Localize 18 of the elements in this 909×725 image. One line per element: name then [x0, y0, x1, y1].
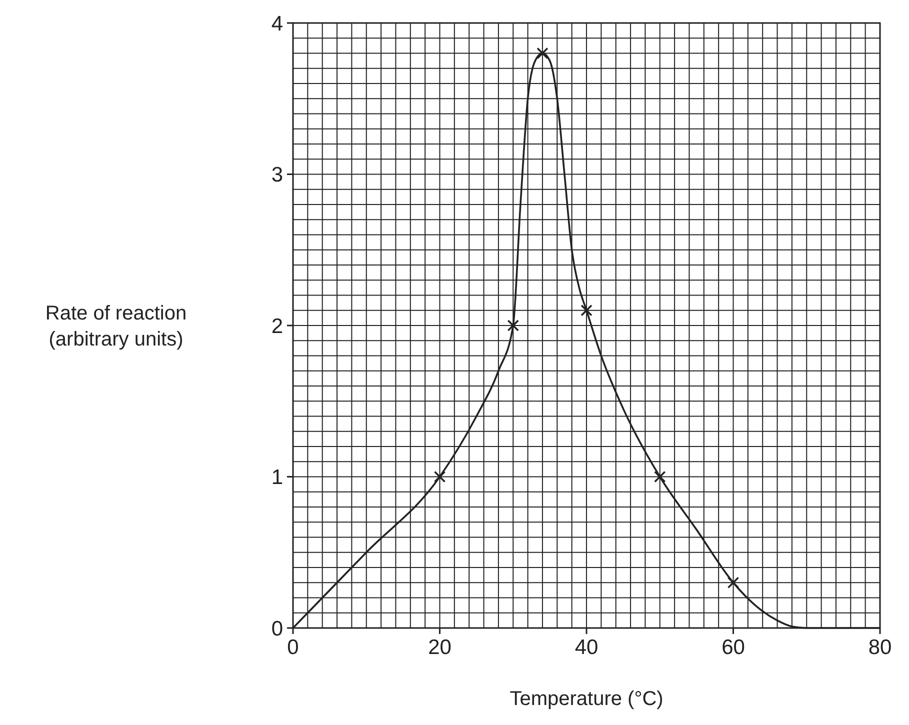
y-tick-label: 0: [271, 617, 283, 640]
y-tick-label: 4: [271, 12, 284, 36]
y-tick-label: 1: [271, 466, 283, 490]
x-tick-label: 20: [428, 636, 452, 659]
point: [727, 576, 740, 589]
y-axis-title: Rate of reaction (arbitrary units): [45, 302, 187, 350]
y-tick-label: 3: [271, 164, 283, 187]
x-tick-label: 60: [722, 636, 745, 659]
x-axis-title: Temperature (°C): [510, 688, 664, 710]
point: [507, 320, 520, 332]
x-tick-label: 80: [868, 636, 892, 659]
x-tick-label: 40: [574, 636, 598, 659]
point: [536, 47, 548, 60]
y-tick-label: 2: [271, 314, 283, 338]
point: [434, 470, 446, 483]
x-tick-label: 0: [287, 636, 299, 659]
point: [580, 304, 592, 316]
point: [654, 470, 666, 483]
